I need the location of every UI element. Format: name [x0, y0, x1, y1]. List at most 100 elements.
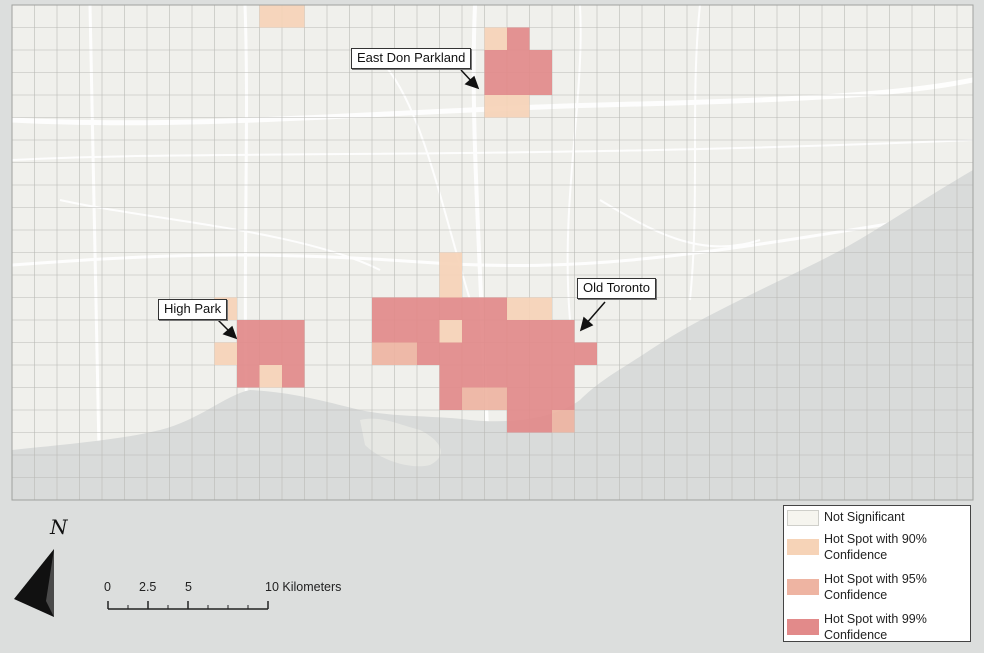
legend-swatch	[787, 539, 819, 555]
north-arrow-icon	[14, 549, 54, 617]
hotspot-cell	[372, 297, 395, 320]
hotspot-cell	[214, 342, 237, 365]
hotspot-cell	[237, 365, 260, 388]
hotspot-cell	[484, 297, 507, 320]
hotspot-cell	[372, 342, 395, 365]
hotspot-cell	[484, 342, 507, 365]
hotspot-cell	[237, 342, 260, 365]
hotspot-cell	[439, 297, 462, 320]
hotspot-cell	[552, 342, 575, 365]
legend-label: Hot Spot with 99% Confidence	[824, 612, 927, 642]
north-label: N	[50, 515, 68, 539]
hotspot-cell	[529, 50, 552, 73]
scale-tick-0: 0	[104, 580, 111, 594]
hotspot-cell	[529, 410, 552, 433]
hotspot-cell	[282, 342, 305, 365]
scale-bar: 0 2.5 5 10 Kilometers	[96, 576, 356, 616]
hotspot-cell	[507, 50, 530, 73]
legend-swatch	[787, 579, 819, 595]
hotspot-cell	[282, 5, 305, 28]
hotspot-cell	[529, 365, 552, 388]
hotspot-cell	[282, 320, 305, 343]
hotspot-cell	[462, 342, 485, 365]
hotspot-cell	[507, 72, 530, 95]
hotspot-cell	[484, 95, 507, 118]
old-toronto-callout: Old Toronto	[577, 278, 656, 299]
hotspot-cell	[439, 365, 462, 388]
legend-item-not-significant: Not Significant	[786, 508, 970, 528]
legend-swatch	[787, 619, 819, 635]
hotspot-cell	[484, 50, 507, 73]
hotspot-cell	[259, 320, 282, 343]
hotspot-cell	[529, 72, 552, 95]
legend-item-95: Hot Spot with 95% Confidence	[786, 571, 970, 605]
hotspot-cell	[507, 342, 530, 365]
callout-arrows	[217, 69, 606, 340]
hotspot-cell	[507, 27, 530, 50]
legend-label: Hot Spot with 95% Confidence	[824, 572, 927, 602]
lake-water	[12, 170, 973, 500]
road-network	[12, 5, 973, 500]
hotspot-cell	[529, 342, 552, 365]
hotspot-cell	[417, 297, 440, 320]
scale-bar-graphic	[107, 601, 269, 610]
hotspot-cell	[484, 72, 507, 95]
hotspot-cell	[462, 387, 485, 410]
east-don-parkland-callout: East Don Parkland	[351, 48, 472, 69]
high-park-callout: High Park	[158, 299, 228, 320]
legend-label: Not Significant	[824, 510, 905, 524]
island-shape	[360, 418, 441, 467]
east-don-arrow-head-icon	[464, 75, 480, 90]
hotspot-cell	[507, 387, 530, 410]
hotspot-cell	[529, 320, 552, 343]
legend: Not Significant Hot Spot with 90% Confid…	[783, 505, 971, 642]
hotspot-cell	[574, 342, 597, 365]
legend-swatch	[787, 510, 819, 526]
hotspot-cell	[484, 365, 507, 388]
legend-item-90: Hot Spot with 90% Confidence	[786, 531, 970, 565]
map-frame	[11, 4, 974, 501]
hotspot-cell	[507, 410, 530, 433]
hotspot-cell	[259, 5, 282, 28]
high-park-label: High Park	[164, 301, 222, 316]
hotspot-cell	[439, 275, 462, 298]
old-toronto-arrow-head-icon	[579, 316, 594, 332]
hotspot-cell	[417, 342, 440, 365]
scale-tick-2-5: 2.5	[139, 580, 157, 594]
scale-tick-10: 10 Kilometers	[265, 580, 342, 594]
hotspot-cell	[507, 297, 530, 320]
hotspot-cell	[552, 365, 575, 388]
hotspot-cell	[439, 342, 462, 365]
hotspot-cell	[484, 320, 507, 343]
hotspot-cell	[439, 252, 462, 275]
hotspot-cell	[462, 320, 485, 343]
hotspot-cells	[214, 5, 597, 433]
hotspot-cell	[394, 320, 417, 343]
hotspot-cell	[439, 320, 462, 343]
legend-item-99: Hot Spot with 99% Confidence	[786, 611, 970, 645]
hotspot-cell	[372, 320, 395, 343]
hotspot-cell	[507, 365, 530, 388]
hotspot-cell	[529, 387, 552, 410]
hotspot-cell	[552, 410, 575, 433]
hotspot-cell	[507, 320, 530, 343]
hotspot-cell	[394, 342, 417, 365]
hotspot-cell	[417, 320, 440, 343]
hotspot-cell	[462, 365, 485, 388]
hotspot-cell	[462, 297, 485, 320]
hotspot-cell	[552, 320, 575, 343]
old-toronto-label: Old Toronto	[583, 280, 650, 295]
hotspot-cell	[237, 320, 260, 343]
hotspot-cell	[259, 342, 282, 365]
hotspot-cell	[282, 365, 305, 388]
hotspot-cell	[507, 95, 530, 118]
east-don-parkland-label: East Don Parkland	[357, 50, 466, 65]
hotspot-cell	[484, 387, 507, 410]
hotspot-cell	[259, 365, 282, 388]
hotspot-cell	[484, 27, 507, 50]
hotspot-cell	[394, 297, 417, 320]
scale-tick-5: 5	[185, 580, 192, 594]
legend-label: Hot Spot with 90% Confidence	[824, 532, 927, 562]
